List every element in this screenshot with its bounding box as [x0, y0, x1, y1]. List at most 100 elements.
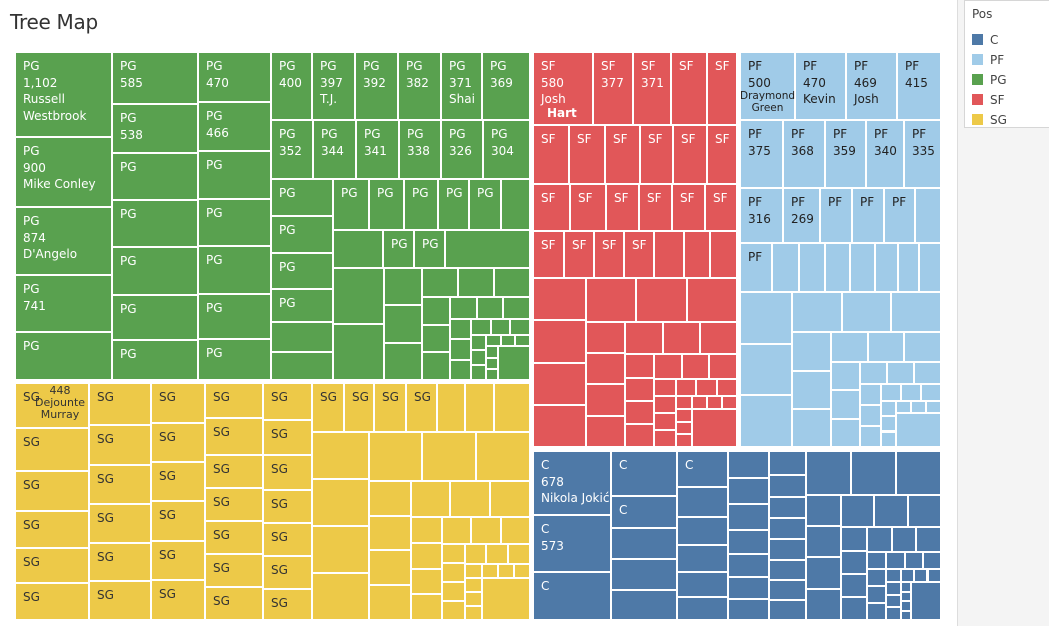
treemap-cell-sf[interactable]: [586, 321, 626, 354]
treemap-cell-pf[interactable]: [926, 400, 941, 413]
treemap-cell-pg[interactable]: PG: [198, 339, 271, 380]
treemap-cell-pg[interactable]: [384, 268, 423, 306]
treemap-cell-pg[interactable]: [510, 318, 530, 335]
treemap-cell-pf[interactable]: PF 469 Josh: [846, 52, 897, 120]
treemap-cell-pf[interactable]: PF: [820, 188, 852, 243]
treemap-cell-pf[interactable]: PF: [852, 188, 884, 243]
treemap-cell-pg[interactable]: PG 741: [15, 275, 112, 332]
treemap-cell-sf[interactable]: [586, 384, 626, 416]
treemap-cell-pf[interactable]: [825, 243, 850, 292]
treemap-cell-pf[interactable]: [740, 292, 793, 344]
treemap-cell-sg[interactable]: [464, 605, 482, 620]
treemap-cell-pg[interactable]: [450, 339, 471, 360]
treemap-cell-pg[interactable]: PG: [198, 151, 271, 199]
treemap-cell-pf[interactable]: [830, 390, 860, 419]
treemap-cell-pg[interactable]: [490, 318, 511, 335]
treemap-cell-pf[interactable]: [915, 188, 941, 243]
treemap-cell-pg[interactable]: [470, 364, 487, 380]
treemap-cell-c[interactable]: [911, 582, 941, 620]
treemap-cell-sf[interactable]: [681, 354, 710, 379]
treemap-cell-pg[interactable]: PG: [112, 295, 198, 340]
treemap-cell-c[interactable]: [841, 550, 868, 574]
treemap-cell-pf[interactable]: [830, 418, 860, 447]
treemap-cell-pg[interactable]: PG 371 Shai: [441, 52, 482, 120]
treemap-cell-sg[interactable]: SG: [151, 462, 205, 501]
treemap-cell-pf[interactable]: [799, 243, 825, 292]
treemap-cell-pg[interactable]: PG 352: [271, 120, 313, 179]
treemap-cell-c[interactable]: [677, 572, 728, 597]
treemap-cell-sg[interactable]: SG: [263, 490, 312, 523]
treemap-cell-sg[interactable]: SG: [15, 548, 89, 583]
treemap-cell-sg[interactable]: [476, 432, 530, 481]
treemap-cell-pf[interactable]: [859, 384, 881, 406]
treemap-cell-pg[interactable]: PG 900 Mike Conley: [15, 137, 112, 207]
treemap-cell-c[interactable]: [677, 545, 728, 572]
treemap-cell-c[interactable]: [916, 527, 941, 552]
treemap-cell-pf[interactable]: PF 335: [904, 120, 941, 188]
treemap-cell-pf[interactable]: PF 415: [897, 52, 941, 120]
treemap-cell-pg[interactable]: PG: [469, 179, 501, 230]
treemap-cell-pf[interactable]: [896, 412, 941, 447]
treemap-cell-sf[interactable]: [699, 321, 737, 355]
treemap-cell-sf[interactable]: SF 371: [633, 52, 671, 125]
treemap-cell-pg[interactable]: [501, 179, 530, 230]
treemap-cell-c[interactable]: [896, 451, 941, 495]
treemap-cell-pg[interactable]: [486, 334, 501, 347]
treemap-cell-pf[interactable]: [792, 332, 831, 371]
treemap-cell-sg[interactable]: [368, 480, 411, 516]
treemap-cell-c[interactable]: [907, 494, 941, 528]
treemap-cell-pg[interactable]: PG: [414, 230, 445, 268]
treemap-cell-c[interactable]: [677, 597, 728, 620]
treemap-cell-c[interactable]: [769, 580, 806, 600]
treemap-cell-sf[interactable]: [686, 278, 737, 322]
treemap-cell-pf[interactable]: [898, 243, 919, 292]
treemap-cell-c[interactable]: [611, 559, 677, 590]
treemap-cell-c[interactable]: [611, 528, 677, 559]
treemap-cell-pf[interactable]: [875, 243, 898, 292]
treemap-cell-c[interactable]: [841, 573, 868, 597]
treemap-cell-sg[interactable]: SG: [205, 521, 263, 554]
treemap-cell-pg[interactable]: PG 397 T.J.: [312, 52, 355, 120]
treemap-cell-sf[interactable]: [625, 423, 655, 447]
treemap-cell-pf[interactable]: [830, 362, 860, 391]
treemap-cell-sg[interactable]: [500, 517, 530, 544]
treemap-cell-sf[interactable]: [654, 395, 676, 413]
treemap-cell-c[interactable]: [867, 551, 887, 569]
treemap-cell-pg[interactable]: PG: [271, 179, 333, 216]
treemap-cell-pf[interactable]: [859, 405, 881, 427]
treemap-cell-pg[interactable]: PG: [112, 200, 198, 247]
treemap-cell-sf[interactable]: [709, 354, 737, 379]
treemap-cell-c[interactable]: [891, 527, 917, 552]
treemap-cell-sg[interactable]: SG: [151, 383, 205, 423]
treemap-cell-sg[interactable]: [464, 577, 482, 592]
treemap-cell-pf[interactable]: PF 316: [740, 188, 783, 243]
treemap-cell-sg[interactable]: [490, 480, 530, 518]
treemap-cell-c[interactable]: [806, 494, 842, 527]
treemap-cell-pg[interactable]: PG 400: [271, 52, 312, 120]
treemap-cell-pg[interactable]: PG: [112, 340, 198, 380]
treemap-cell-pg[interactable]: [450, 359, 471, 380]
treemap-cell-pf[interactable]: [859, 362, 887, 385]
treemap-cell-sg[interactable]: SG: [263, 383, 312, 420]
treemap-cell-pf[interactable]: [913, 362, 941, 385]
treemap-cell-sf[interactable]: SF: [594, 231, 624, 278]
treemap-cell-pg[interactable]: [450, 297, 477, 319]
treemap-cell-sf[interactable]: SF: [624, 231, 654, 278]
treemap-cell-sf[interactable]: SF: [533, 231, 564, 278]
treemap-cell-c[interactable]: [886, 594, 901, 608]
treemap-cell-c[interactable]: C: [611, 496, 677, 528]
treemap-cell-sf[interactable]: [654, 412, 676, 430]
treemap-cell-sf[interactable]: SF: [606, 184, 639, 231]
treemap-cell-pg[interactable]: [333, 324, 385, 380]
treemap-cell-sf[interactable]: [625, 400, 655, 424]
treemap-cell-c[interactable]: [677, 517, 728, 545]
treemap-cell-sg[interactable]: SG: [344, 383, 374, 432]
treemap-cell-pg[interactable]: [422, 352, 451, 380]
treemap-cell-sf[interactable]: [684, 231, 710, 278]
treemap-cell-pf[interactable]: [830, 332, 868, 363]
treemap-cell-pg[interactable]: [486, 357, 498, 369]
treemap-cell-sf[interactable]: [586, 278, 637, 322]
treemap-cell-sf[interactable]: SF: [570, 184, 606, 231]
treemap-cell-pf[interactable]: [772, 243, 799, 292]
treemap-cell-sg[interactable]: SG: [15, 471, 89, 511]
